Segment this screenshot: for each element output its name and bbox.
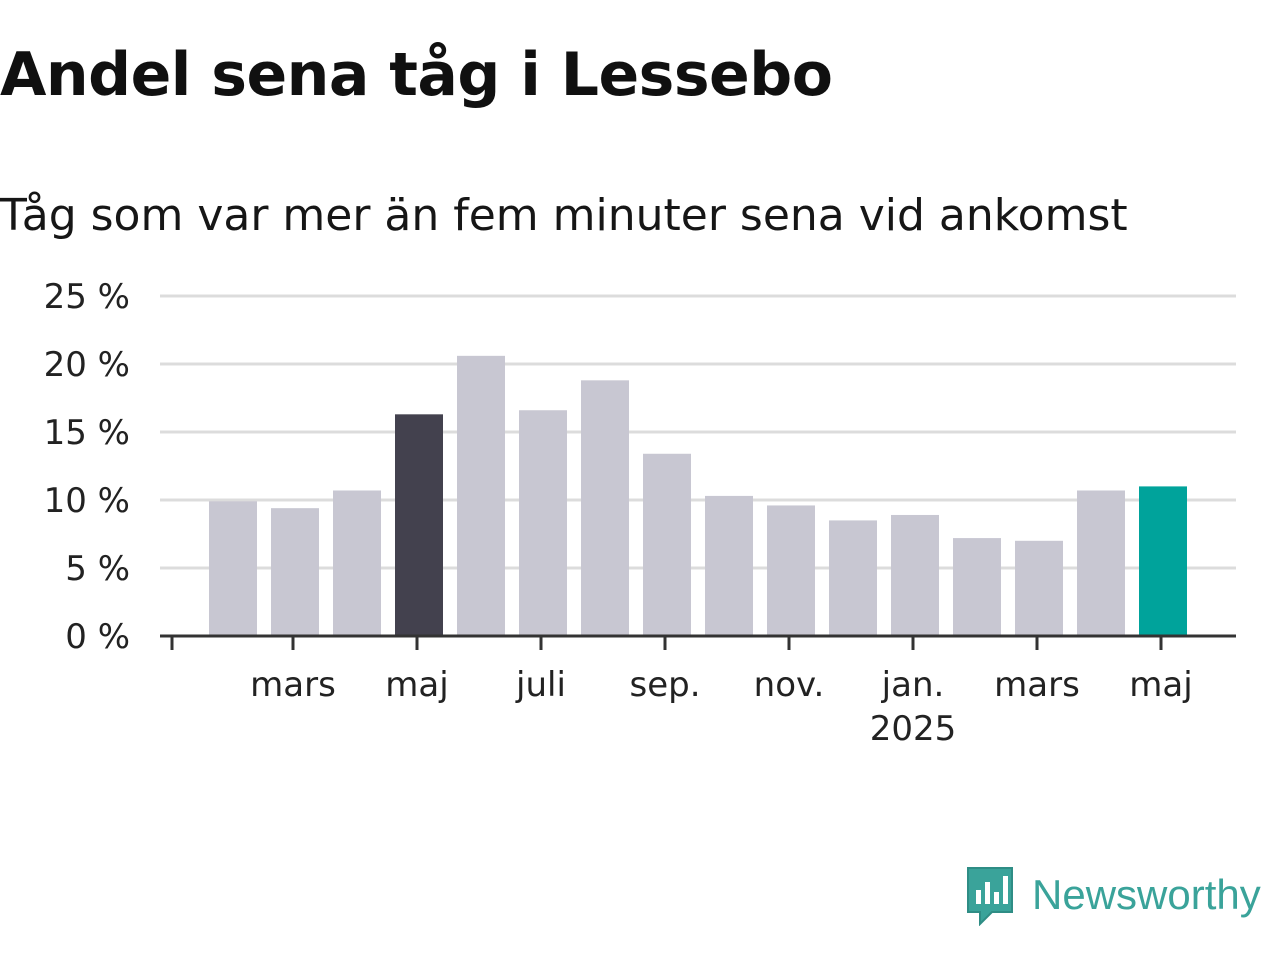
bar: [581, 380, 629, 636]
y-tick-label: 25 %: [44, 277, 130, 317]
x-tick-label: mars: [994, 665, 1080, 705]
bar: [767, 505, 815, 636]
bar: [271, 508, 319, 636]
bars: [209, 355, 1187, 636]
bar: [891, 514, 939, 636]
bar: [1015, 540, 1063, 636]
newsworthy-logo-icon: [967, 867, 1013, 926]
bar: [457, 355, 505, 636]
x-tick-label: nov.: [754, 665, 825, 705]
y-tick-label: 0 %: [65, 617, 130, 657]
x-tick-label: maj: [385, 665, 448, 705]
x-tick-label: jan.: [881, 665, 945, 705]
bar: [209, 501, 257, 636]
x-tick-label: sep.: [629, 665, 700, 705]
x-tick-label: mars: [250, 665, 336, 705]
x-axis: mars maj juli sep. nov. jan.2025 mars maj: [160, 634, 1236, 749]
bar: [395, 414, 443, 636]
y-tick-label: 15 %: [44, 413, 130, 453]
y-tick-label: 5 %: [65, 549, 130, 589]
bar: [333, 490, 381, 636]
bar: [1139, 486, 1187, 636]
bar: [519, 410, 567, 636]
x-tick-sublabel: 2025: [870, 709, 957, 749]
brand-name: Newsworthy: [1032, 871, 1261, 918]
bar-chart: 0 % 5 % 10 % 15 % 20 % 25 % mars maj juli sep. no…: [44, 277, 1236, 749]
grid-lines: [160, 294, 1236, 570]
bar: [705, 495, 753, 636]
bar: [1077, 490, 1125, 636]
chart-title: Andel sena tåg i Lessebo: [0, 40, 833, 110]
bar: [829, 520, 877, 636]
x-tick-label: maj: [1129, 665, 1192, 705]
y-tick-label: 10 %: [44, 481, 130, 521]
brand-logo: Newsworthy: [964, 864, 1261, 926]
y-tick-label: 20 %: [44, 345, 130, 385]
bar: [643, 453, 691, 636]
y-axis-ticks: 0 % 5 % 10 % 15 % 20 % 25 %: [44, 277, 130, 657]
chart-subtitle: Tåg som var mer än fem minuter sena vid …: [0, 190, 1128, 241]
x-tick-label: juli: [515, 665, 566, 705]
bar: [953, 538, 1001, 636]
